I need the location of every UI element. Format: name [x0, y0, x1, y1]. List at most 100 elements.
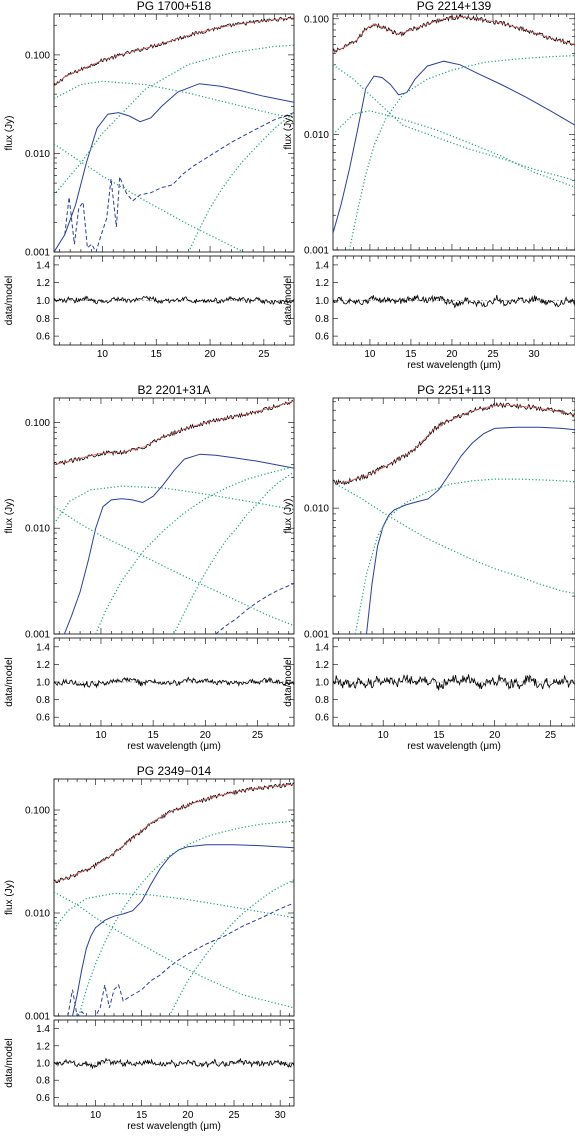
ratio-tick-label: 1.4 [315, 642, 329, 653]
y-tick-label: 0.010 [304, 504, 329, 515]
ratio-axis-label: data/model [4, 276, 15, 325]
ratio-axis-label: data/model [4, 1038, 15, 1087]
ratio-tick-label: 1.2 [315, 660, 329, 671]
x-tick-label: 20 [446, 349, 458, 360]
x-tick-label: 20 [200, 730, 212, 741]
ratio-residual-line [333, 674, 575, 691]
x-tick-label: 20 [182, 1110, 194, 1121]
ratio-tick-label: 0.6 [36, 713, 50, 724]
flux-axis-label: flux (Jy) [4, 880, 15, 915]
dotted-component-line [168, 879, 294, 1016]
dotted-component-line [95, 466, 294, 634]
y-tick-label: 0.001 [304, 246, 329, 257]
y-tick-label: 0.100 [25, 50, 50, 61]
ratio-axis-label: data/model [4, 657, 15, 706]
solid-component-line [72, 844, 294, 1016]
panel-2: B2 2201+31A 0.001 0.010 0.100 10 15 20 25 0.6 0.8… [4, 383, 295, 752]
x-tick-label: 15 [433, 730, 445, 741]
dotted-component-line [54, 506, 294, 627]
total-model-line [333, 16, 575, 52]
x-tick-label: 25 [487, 349, 499, 360]
dotted-component-line [187, 112, 294, 252]
flux-axis-label: flux (Jy) [4, 116, 15, 151]
ratio-axis-label: data/model [283, 276, 294, 325]
x-tick-label: 10 [97, 349, 109, 360]
x-tick-label: 10 [378, 730, 390, 741]
y-tick-label: 0.100 [304, 14, 329, 25]
ratio-tick-label: 1.2 [36, 660, 50, 671]
flux-axis-label: flux (Jy) [4, 499, 15, 534]
flux-axis-label: flux (Jy) [283, 499, 294, 534]
ratio-tick-label: 1.0 [36, 1059, 50, 1070]
ratio-tick-label: 0.8 [36, 695, 50, 706]
panel-1: PG 2214+139 0.001 0.010 0.100 10 15 20 25 30 0.6 0… [283, 0, 575, 371]
ratio-tick-label: 1.0 [315, 678, 329, 689]
panel-title: B2 2201+31A [137, 383, 210, 397]
dashed-component-line [67, 902, 294, 1016]
y-tick-label: 0.001 [25, 1012, 50, 1023]
y-tick-label: 0.100 [25, 418, 50, 429]
y-tick-label: 0.001 [25, 248, 50, 259]
solid-component-line [63, 453, 294, 634]
spectrum-data-line [333, 401, 575, 486]
y-tick-label: 0.001 [304, 630, 329, 641]
y-tick-label: 0.010 [25, 149, 50, 160]
flux-axes-frame [53, 13, 295, 253]
dotted-component-line [54, 80, 294, 119]
spectrum-data-line [54, 399, 294, 466]
x-tick-label: 10 [95, 730, 107, 741]
dotted-component-line [78, 820, 294, 1016]
ratio-tick-label: 0.6 [36, 1093, 50, 1104]
dotted-component-line [173, 471, 294, 634]
ratio-tick-label: 0.6 [315, 332, 329, 343]
total-model-line [333, 404, 575, 483]
x-tick-label: 20 [204, 349, 216, 360]
panel-3: PG 2251+113 0.001 0.010 10 15 20 25 0.6 0.8 1.0 1.… [283, 383, 575, 752]
total-model-line [54, 783, 294, 883]
total-model-line [54, 400, 294, 465]
y-tick-label: 0.010 [25, 524, 50, 535]
x-tick-label: 25 [258, 349, 270, 360]
ratio-tick-label: 1.2 [315, 278, 329, 289]
solid-component-line [366, 426, 575, 634]
ratio-tick-label: 1.2 [36, 1041, 50, 1052]
dotted-component-line [54, 892, 294, 930]
y-tick-label: 0.001 [25, 630, 50, 641]
x-tick-label: 10 [364, 349, 376, 360]
ratio-tick-label: 1.2 [36, 278, 50, 289]
dashed-component-line [215, 583, 294, 634]
flux-axes-frame [332, 397, 575, 635]
dotted-component-line [333, 481, 575, 594]
ratio-tick-label: 0.6 [36, 332, 50, 343]
ratio-tick-label: 1.4 [36, 1024, 50, 1035]
y-tick-label: 0.010 [304, 130, 329, 141]
spectrum-data-line [54, 15, 294, 86]
y-tick-label: 0.010 [25, 909, 50, 920]
dotted-component-line [54, 143, 246, 252]
ratio-tick-label: 0.8 [36, 1076, 50, 1087]
x-tick-label: 15 [136, 1110, 148, 1121]
x-tick-label: 25 [228, 1110, 240, 1121]
ratio-residual-line [333, 294, 575, 309]
panel-4: PG 2349−014 0.001 0.010 0.100 10 15 20 25 30 0.6 0… [4, 764, 295, 1132]
panel-title: PG 2349−014 [137, 764, 212, 778]
dotted-component-line [54, 44, 294, 196]
x-axis-label: rest wavelength (μm) [127, 1121, 221, 1132]
flux-axes-frame [53, 778, 295, 1017]
ratio-tick-label: 0.8 [315, 314, 329, 325]
x-tick-label: 25 [545, 730, 557, 741]
dotted-component-line [54, 485, 294, 525]
x-tick-label: 10 [90, 1110, 102, 1121]
ratio-tick-label: 0.8 [36, 314, 50, 325]
flux-axes-frame [332, 13, 575, 251]
x-tick-label: 15 [405, 349, 417, 360]
ratio-tick-label: 1.4 [36, 642, 50, 653]
x-axis-label: rest wavelength (μm) [407, 741, 501, 752]
flux-axis-label: flux (Jy) [283, 115, 294, 150]
x-tick-label: 25 [252, 730, 264, 741]
ratio-residual-line [54, 676, 294, 689]
solid-component-line [333, 60, 575, 234]
ratio-tick-label: 1.0 [315, 296, 329, 307]
panel-title: PG 2214+139 [417, 0, 492, 13]
